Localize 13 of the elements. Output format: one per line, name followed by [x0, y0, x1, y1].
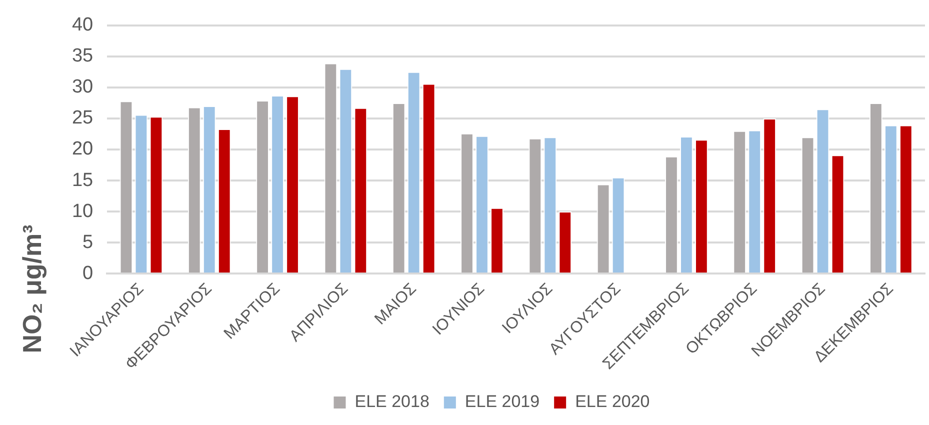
y-tick-label: 20	[72, 138, 94, 160]
y-tick-label: 5	[82, 232, 94, 253]
legend-label: ELE 2020	[575, 392, 650, 412]
y-axis-title: NO₂ μg/m³	[17, 224, 48, 354]
y-tick-label: 10	[72, 200, 94, 222]
legend-label: ELE 2019	[464, 392, 540, 412]
legend-label: ELE 2018	[354, 392, 430, 412]
y-tick-label: 35	[72, 46, 94, 67]
y-tick-label: 30	[72, 76, 94, 98]
y-tick-label: 25	[72, 108, 94, 129]
y-tick-label: 15	[72, 170, 94, 191]
y-tick-label: 40	[72, 14, 94, 36]
y-tick-label: 0	[82, 262, 94, 284]
